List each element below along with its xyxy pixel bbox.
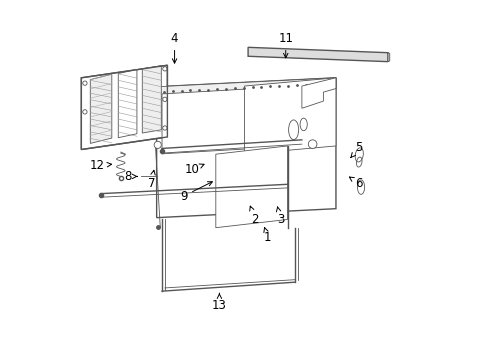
Polygon shape — [90, 74, 112, 143]
Text: 11: 11 — [278, 32, 293, 58]
Circle shape — [308, 140, 316, 148]
Text: 13: 13 — [211, 293, 226, 312]
Text: 6: 6 — [349, 177, 362, 190]
Text: 8: 8 — [124, 170, 137, 183]
Text: 10: 10 — [184, 163, 203, 176]
Text: 4: 4 — [170, 32, 178, 63]
Polygon shape — [301, 78, 335, 108]
Circle shape — [163, 67, 167, 71]
Text: 5: 5 — [350, 141, 362, 158]
Polygon shape — [142, 66, 161, 133]
Text: 2: 2 — [249, 206, 259, 226]
Text: 12: 12 — [90, 159, 111, 172]
Text: 1: 1 — [264, 228, 271, 244]
Polygon shape — [247, 47, 387, 62]
Polygon shape — [118, 69, 137, 138]
Text: 9: 9 — [180, 182, 212, 203]
Polygon shape — [244, 78, 335, 154]
Circle shape — [163, 97, 167, 102]
Polygon shape — [162, 86, 298, 154]
Polygon shape — [156, 78, 335, 218]
Circle shape — [163, 126, 167, 130]
Polygon shape — [156, 78, 335, 98]
Text: 7: 7 — [147, 170, 155, 190]
Circle shape — [82, 81, 87, 85]
Polygon shape — [215, 146, 287, 228]
Circle shape — [82, 110, 87, 114]
Circle shape — [154, 141, 161, 148]
Polygon shape — [81, 65, 167, 149]
Text: 3: 3 — [276, 207, 284, 226]
Polygon shape — [387, 53, 389, 62]
